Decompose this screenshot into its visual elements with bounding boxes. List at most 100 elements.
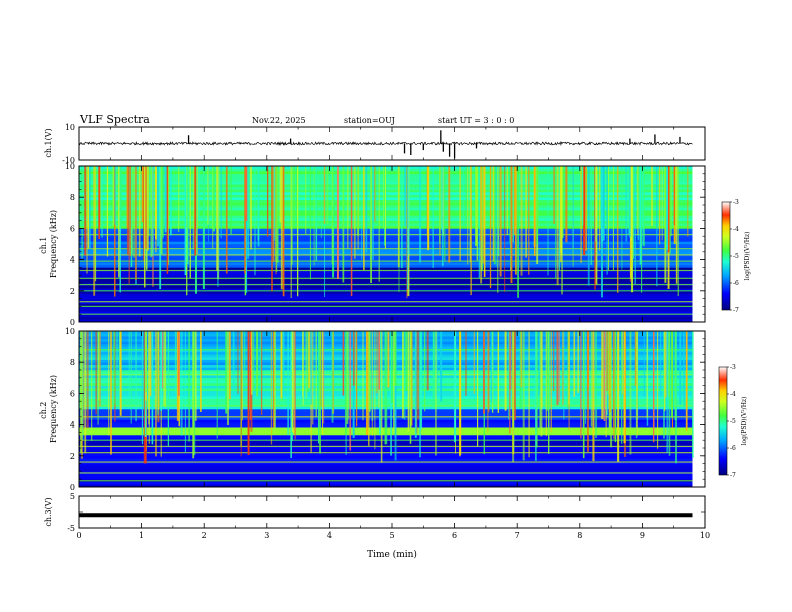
spectrogram-streak: [157, 166, 159, 247]
spectrogram-streak: [656, 166, 658, 287]
spectrogram-band: [79, 309, 693, 312]
spectrogram-streak: [86, 331, 89, 429]
spectrogram-streak: [197, 166, 200, 221]
spectrogram-streak: [580, 331, 582, 439]
spectrogram-streak: [533, 166, 536, 257]
spectrogram-streak: [93, 166, 96, 296]
spectrogram-streak: [553, 331, 555, 392]
spectrogram-streak: [565, 166, 568, 243]
spectrogram-streak: [390, 331, 392, 456]
spectrogram-streak: [337, 166, 339, 280]
spectrogram-streak: [414, 331, 417, 438]
spectrogram-streak: [467, 166, 469, 265]
spectrogram-streak: [380, 331, 383, 463]
spectrogram-streak: [280, 331, 283, 399]
spectrogram-band: [79, 296, 693, 299]
spectrogram-streak: [375, 166, 377, 222]
spectrogram-streak: [672, 331, 674, 410]
spectrogram-streak: [509, 166, 511, 243]
spectrogram-band: [79, 254, 693, 258]
spectrogram-streak: [595, 331, 597, 438]
spectrogram-streak: [513, 166, 516, 235]
spectrogram-streak: [202, 166, 205, 289]
spectrogram-streak: [562, 331, 564, 405]
spectrogram-streak: [407, 331, 410, 432]
spectrogram-band: [79, 476, 693, 480]
spectrogram-streak: [98, 331, 101, 407]
spectrogram-streak: [657, 331, 659, 449]
spectrogram-ytick-label: 10: [65, 162, 75, 171]
spectrogram-streak: [405, 331, 408, 391]
spectrogram-streak: [514, 331, 516, 421]
spectrogram-streak: [497, 331, 499, 413]
spectrogram-streak: [273, 166, 276, 241]
spectrogram-streak: [282, 166, 285, 297]
spectrogram-streak: [665, 331, 668, 408]
spectrogram-streak: [394, 331, 397, 386]
ch2-ylabel-line1: ch.2: [39, 402, 48, 419]
spectrogram-band: [79, 249, 693, 253]
ch1-waveform-ylabel: ch.1(V): [44, 128, 53, 157]
spectrogram-streak: [248, 166, 250, 224]
spectrogram-streak: [663, 331, 666, 412]
spectrogram-streak: [160, 331, 162, 411]
spectrogram-streak: [483, 331, 485, 414]
spectrogram-streak: [323, 166, 326, 297]
spectrogram-band: [79, 484, 693, 488]
time-axis: 0 1 2 3 4 5 6 7 8 9 10: [76, 496, 710, 540]
date-label: Nov.22, 2025: [252, 116, 306, 125]
spectrogram-streak: [225, 166, 228, 274]
spectrogram-streak: [568, 331, 570, 431]
spectrogram-streak: [509, 331, 512, 390]
spectrogram-streak: [545, 331, 547, 437]
spectrogram-band: [79, 262, 693, 266]
spectrogram-streak: [220, 166, 222, 239]
spectrogram-streak: [572, 166, 574, 250]
spectrogram-streak: [599, 166, 601, 251]
spectrogram-streak: [350, 166, 353, 297]
spectrogram-streak: [297, 166, 299, 297]
spectrogram-streak: [368, 331, 371, 412]
spectrogram-streak: [679, 331, 682, 405]
spectrogram-band: [79, 267, 693, 271]
spectrogram-streak: [184, 331, 186, 453]
spectrogram-streak: [625, 166, 628, 242]
spectrogram-streak: [538, 331, 541, 394]
spectrogram-streak: [448, 166, 451, 263]
spectrogram-streak: [477, 331, 479, 447]
spectrogram-streak: [492, 166, 495, 262]
spectrogram-streak: [216, 331, 218, 439]
spectrogram-streak: [81, 331, 84, 440]
ch1-ytick-label: 10: [65, 123, 75, 132]
spectrogram-streak: [118, 166, 120, 278]
spectrogram-streak: [666, 166, 668, 250]
ch2-spectrogram-panel: 0 2 4 6 8 10 ch.2 Frequency (kHz) -3 -4 -5 -6 -7 …: [39, 327, 748, 492]
spectrogram-band: [79, 463, 693, 467]
spectrogram-streak: [407, 166, 409, 290]
spectrogram-band: [79, 264, 693, 268]
spectrogram-streak: [162, 331, 164, 389]
spectrogram-streak: [365, 166, 368, 253]
time-tick-label: 7: [515, 531, 520, 540]
spectrogram-streak: [245, 166, 248, 293]
spectrogram-streak: [512, 166, 514, 243]
spectrogram-ytick-label: 8: [70, 358, 75, 367]
spectrogram-streak: [213, 166, 215, 232]
spectrogram-streak: [629, 166, 631, 238]
spectrogram-streak: [305, 331, 308, 399]
spectrogram-streak: [556, 166, 559, 286]
time-tick-label: 0: [76, 531, 81, 540]
spectrogram-streak: [346, 331, 349, 424]
spectrogram-streak: [176, 331, 179, 421]
spectrogram-streak: [194, 331, 197, 421]
spectrogram-streak: [692, 331, 694, 458]
spectrogram-streak: [84, 166, 87, 256]
spectrogram-streak: [145, 331, 147, 392]
spectrogram-streak: [160, 166, 163, 255]
spectrogram-streak: [535, 331, 537, 461]
spectrogram-streak: [344, 331, 347, 435]
spectrogram-streak: [555, 166, 557, 279]
spectrogram-line: [79, 313, 693, 315]
figure-title: VLF Spectra: [79, 113, 150, 126]
spectrogram-streak: [155, 331, 157, 457]
